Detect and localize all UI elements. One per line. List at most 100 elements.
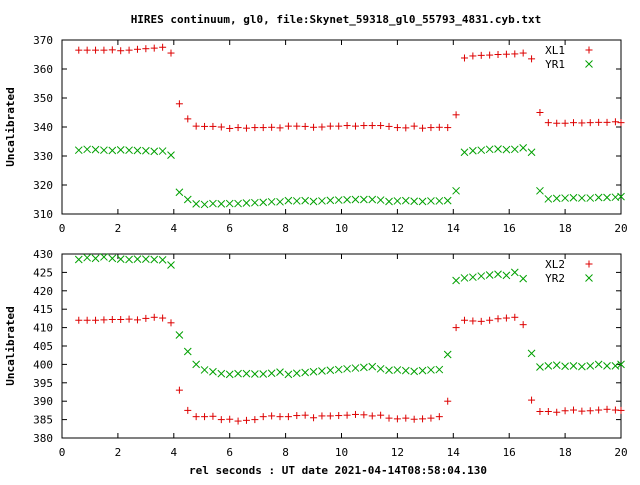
legend-label-yr1: YR1 [545,58,565,71]
data-point-yr2-d2 [133,255,142,264]
x-tick-label: 6 [226,446,233,459]
series-xl2 [75,313,625,425]
data-point-yr2 [586,362,595,370]
data-point-yr2-d2 [552,361,561,369]
data-point-yr2-d2 [209,367,217,376]
data-point-yr2 [150,255,159,264]
data-point-yr2 [594,360,603,369]
data-point-xl1 [318,123,326,131]
legend-marker-xl1 [585,46,593,54]
data-point-yr2 [510,268,519,277]
data-point-yr2-d2 [401,366,410,375]
data-point-xl2 [586,407,594,415]
data-point-xl2 [435,413,443,421]
data-point-xl2 [511,313,519,321]
data-point-yr2 [519,274,528,283]
data-point-yr1-d2 [318,197,326,205]
data-point-yr2 [351,364,360,372]
legend-marker-yr2-d2 [585,274,593,282]
y-tick-label: 405 [33,340,53,353]
data-point-yr1-d2 [116,146,125,154]
data-point-yr2-d2 [578,362,586,371]
data-point-xl2 [377,411,385,419]
data-point-yr1 [150,147,159,156]
data-point-xl1 [444,124,452,132]
data-point-yr1-d2 [343,195,351,204]
x-tick-label: 4 [170,446,177,459]
legend-label-xl1: XL1 [545,44,565,57]
data-point-yr1 [435,197,444,205]
data-point-yr1 [477,146,486,155]
data-point-xl1 [402,124,410,132]
data-point-yr2-d2 [251,370,259,378]
x-tick-label: 18 [558,446,571,459]
data-point-yr1 [234,199,242,208]
data-point-yr1 [351,195,360,204]
data-point-xl1 [326,122,334,130]
data-point-xl2 [335,412,343,420]
data-point-yr1 [167,151,175,159]
data-point-xl1 [343,122,351,130]
data-point-yr1-d2 [175,188,184,197]
data-point-xl2 [402,414,410,422]
data-point-yr1 [603,193,611,202]
data-point-yr1 [536,186,544,195]
data-point-yr1 [100,146,108,155]
data-point-xl2 [192,413,200,421]
data-point-yr1 [309,197,318,206]
data-point-yr1 [91,145,100,154]
data-point-xl1 [150,44,158,52]
data-point-yr2 [427,366,435,374]
data-point-yr1 [276,197,284,206]
data-point-yr2-d2 [460,274,469,282]
y-tick-label: 360 [33,63,53,76]
data-point-yr1-d2 [150,147,159,156]
data-point-yr2-d2 [452,276,460,285]
data-point-yr2-d2 [116,255,125,264]
data-point-xl1 [452,111,460,119]
data-point-xl1 [351,122,359,130]
data-point-yr2-d2 [200,366,209,374]
data-point-yr2-d2 [477,272,486,280]
data-point-xl2 [578,407,586,415]
data-point-yr2 [393,366,402,374]
data-point-xl1 [385,122,393,130]
y-tick-label: 370 [33,34,53,47]
data-point-xl1 [142,45,150,53]
data-point-yr1-d2 [284,196,293,205]
data-point-yr2 [292,369,301,378]
data-point-yr2-d2 [393,366,402,374]
data-point-yr2-d2 [586,362,595,370]
data-point-yr2 [91,254,100,263]
data-point-xl2 [201,413,209,421]
x-tick-label: 8 [282,446,289,459]
chart-title: HIRES continuum, gl0, file:Skynet_59318_… [131,13,542,26]
data-point-yr1 [401,196,410,205]
data-point-xl2 [494,315,502,323]
data-point-yr2 [561,362,569,371]
data-point-yr1 [125,146,133,155]
y-tick-label: 380 [33,432,53,445]
data-point-yr2 [200,366,209,374]
data-point-yr2 [133,255,142,264]
data-point-xl2 [184,406,192,414]
data-point-yr2-d2 [469,273,477,282]
data-point-xl1 [586,119,594,127]
data-point-yr2 [460,274,469,282]
data-point-yr2 [544,362,553,370]
data-point-yr2 [125,255,133,264]
data-point-yr1-d2 [443,196,452,205]
data-point-yr1 [502,145,511,154]
data-point-yr2 [418,366,427,375]
data-point-yr2-d2 [158,256,167,264]
x-tick-label: 12 [391,446,404,459]
data-point-xl2 [276,413,284,421]
data-point-xl1 [159,43,167,51]
data-point-yr2-d2 [125,255,133,264]
data-point-xl1 [419,124,427,132]
legend-marker-xl2 [585,260,593,268]
data-point-xl1 [293,122,301,130]
x-tick-label: 14 [447,222,461,235]
data-point-yr1 [74,146,83,155]
